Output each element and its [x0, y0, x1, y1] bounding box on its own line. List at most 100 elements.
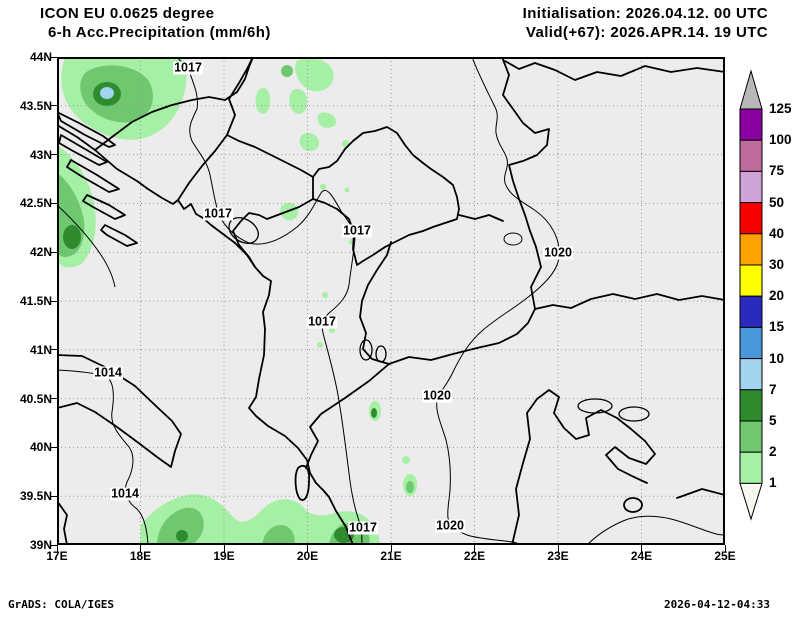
lat-tick-label: 42N	[29, 245, 52, 260]
lon-tick-label: 18E	[129, 549, 152, 563]
lat-tick-label: 40N	[29, 440, 52, 455]
lat-tick-label: 39N	[29, 538, 52, 552]
colorbar-tick-label: 7	[769, 381, 777, 397]
lat-tick-mark	[50, 349, 57, 351]
colorbar-band	[739, 139, 763, 172]
grads-credit-text: GrADS: COLA/IGES	[8, 598, 114, 611]
colorbar-tick-label: 10	[769, 350, 785, 366]
colorbar-tick-label: 1	[769, 475, 777, 491]
serbia-macedonia-border	[458, 214, 504, 222]
colorbar-tick-label: 15	[769, 319, 785, 335]
lon-tick-label: 22E	[463, 549, 486, 563]
lat-tick-label: 42.5N	[19, 196, 52, 211]
serbia-bulgaria-border	[501, 57, 550, 248]
map-frame	[57, 57, 725, 545]
lat-tick-mark	[50, 544, 57, 546]
colorbar-band	[739, 295, 763, 328]
map-canvas	[57, 57, 725, 545]
lon-tick-label: 19E	[213, 549, 235, 563]
isobar-closed-cell	[503, 232, 523, 246]
lakes-layer	[228, 217, 650, 422]
lake-prespa	[375, 345, 387, 363]
isobar-1020-southeast	[586, 515, 725, 545]
coastline-border-lines	[57, 57, 725, 545]
danube-border	[504, 60, 725, 81]
lake-ohrid	[359, 339, 373, 361]
colorbar-band	[739, 326, 763, 360]
colorbar-band	[739, 451, 763, 484]
isobar-segment-west	[57, 204, 116, 288]
lake-koronia	[577, 398, 613, 414]
italy-gulf-coast	[57, 500, 68, 545]
lake-volvi	[618, 406, 650, 422]
lon-tick-mark	[223, 545, 225, 552]
albania-macedonia-border	[359, 241, 392, 365]
lat-tick-label: 41.5N	[19, 294, 52, 308]
lon-tick-mark	[390, 545, 392, 552]
isobar-value-label: 1020	[435, 518, 465, 533]
colorbar-tick-label: 125	[769, 101, 792, 116]
lat-tick-mark	[50, 251, 57, 253]
colorbar-tick-label: 40	[769, 225, 785, 241]
isobar-value-label: 1020	[543, 245, 573, 260]
colorbar-tick-label: 75	[769, 163, 785, 179]
isobar-value-label: 1014	[110, 486, 140, 501]
macedonia-bulgaria-border	[530, 246, 542, 310]
creation-timestamp: 2026-04-12-04:33	[664, 598, 770, 611]
colorbar-tick-label: 30	[769, 257, 785, 272]
colorbar-band	[739, 202, 763, 235]
kosovo-border	[312, 126, 460, 266]
colorbar-tick-label: 50	[769, 194, 785, 210]
init-time-text: Initialisation: 2026.04.12. 00 UTC	[522, 5, 768, 22]
isobar-value-label: 1017	[307, 314, 337, 329]
lon-tick-mark	[724, 545, 726, 552]
lon-tick-mark	[474, 545, 475, 552]
adriatic-coastline	[57, 124, 354, 545]
lat-tick-label: 43N	[29, 147, 52, 162]
lat-tick-mark	[50, 495, 57, 497]
lat-tick-mark	[50, 56, 57, 58]
albania-greece-border	[305, 363, 390, 469]
montenegro-borders	[177, 134, 314, 201]
colorbar-band	[739, 358, 763, 391]
lon-tick-label: 23E	[547, 549, 569, 563]
macedonia-greece-border	[388, 308, 536, 365]
lon-tick-label: 20E	[296, 549, 319, 563]
map-plot-area: 1017 1017 1017 1017 1017 1014 1014 1020 1020 1020	[57, 57, 725, 545]
lat-tick-mark	[50, 202, 57, 204]
model-title: ICON EU 0.0625 degree	[40, 5, 215, 22]
bosnia-croatia-border	[94, 57, 254, 151]
bosnia-serbia-border	[226, 57, 254, 136]
colorbar-band	[739, 389, 763, 422]
colorbar-band	[739, 108, 763, 141]
lat-tick-mark	[50, 300, 57, 302]
colorbar-over-arrow	[739, 69, 763, 110]
lat-tick-label: 43.5N	[19, 98, 52, 113]
lake-shkodra	[228, 217, 259, 244]
precip-medium-green-layer	[57, 65, 414, 545]
isobar-value-label: 1017	[348, 520, 378, 535]
colorbar-tick-label: 2	[769, 444, 777, 460]
colorbar-band	[739, 170, 763, 204]
lat-tick-mark	[50, 398, 57, 400]
dalmatian-islands	[57, 111, 138, 247]
lon-tick-mark	[307, 545, 308, 552]
colorbar-svg	[739, 69, 763, 521]
precip-light-blue-layer	[100, 87, 114, 99]
valid-time-text: Valid(+67): 2026.APR.14. 19 UTC	[525, 24, 768, 41]
aegean-chalkidiki-coast	[511, 389, 656, 545]
montenegro-albania-border	[232, 198, 314, 268]
lon-tick-label: 25E	[714, 549, 736, 563]
colorbar-tick-label: 100	[769, 132, 792, 148]
lat-tick-mark	[50, 154, 57, 156]
lon-tick-label: 21E	[380, 549, 402, 563]
colorbar-tick-label: 5	[769, 413, 777, 428]
lat-tick-mark	[50, 446, 57, 448]
isobar-value-label: 1017	[203, 206, 233, 221]
colorbar-band	[739, 233, 763, 266]
lat-tick-mark	[50, 105, 57, 107]
isobar-value-label: 1014	[93, 365, 123, 380]
lon-tick-mark	[557, 545, 559, 552]
isobar-value-label: 1017	[173, 60, 203, 75]
